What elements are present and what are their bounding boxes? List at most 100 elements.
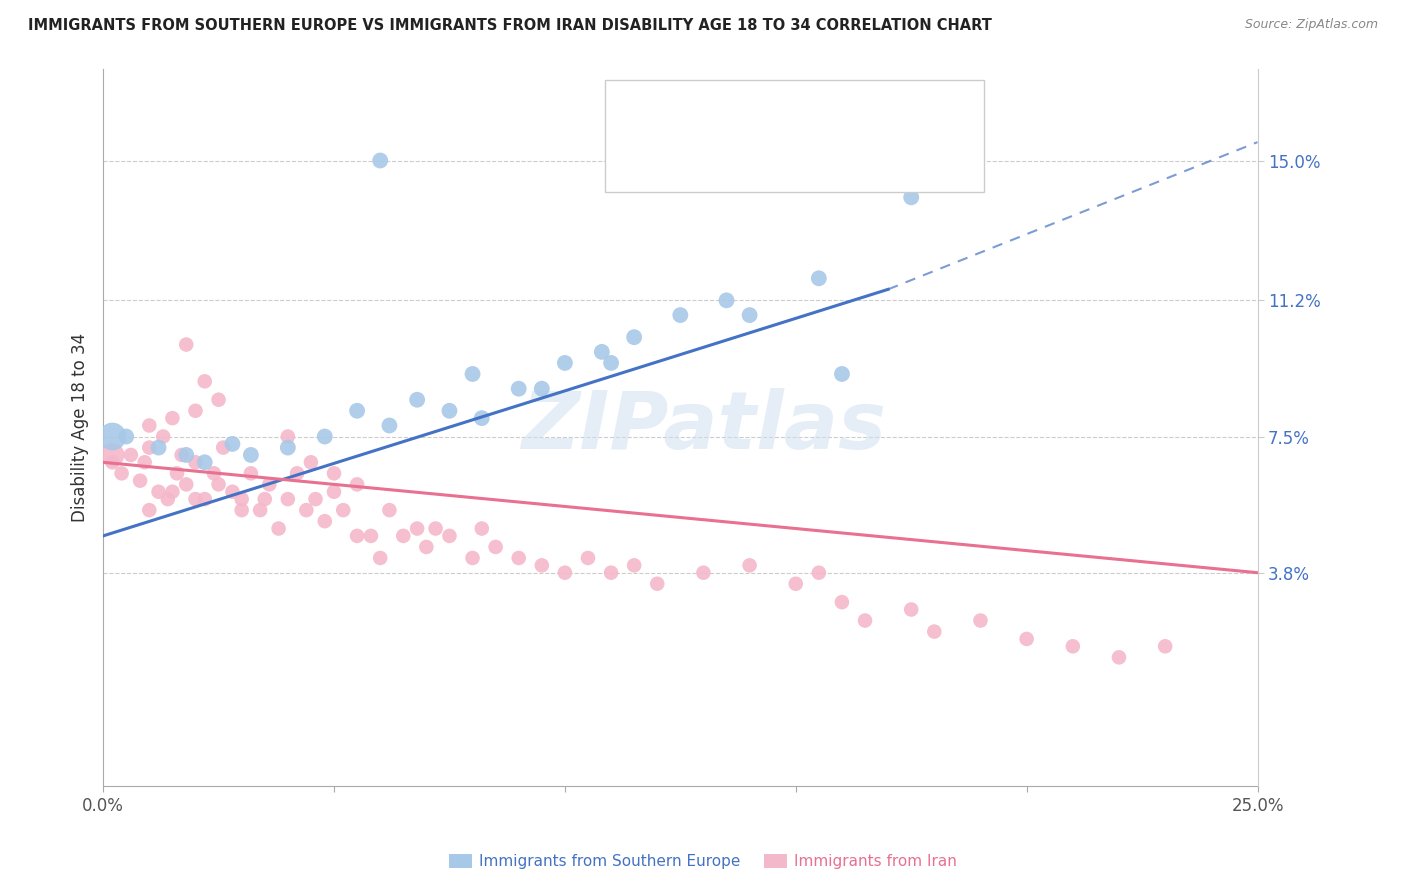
- Point: [471, 411, 494, 425]
- Point: [314, 514, 336, 528]
- Point: [277, 429, 299, 443]
- Point: [900, 190, 922, 204]
- Point: [134, 455, 156, 469]
- Point: [924, 624, 946, 639]
- Text: N = 27: N = 27: [837, 103, 898, 121]
- Point: [807, 271, 830, 285]
- Point: [212, 441, 235, 455]
- Point: [392, 529, 415, 543]
- Point: [194, 375, 217, 389]
- Point: [576, 551, 599, 566]
- Point: [471, 522, 494, 536]
- Point: [360, 529, 382, 543]
- Point: [221, 484, 243, 499]
- Point: [692, 566, 714, 580]
- Point: [530, 382, 553, 396]
- Point: [406, 522, 429, 536]
- Point: [174, 477, 197, 491]
- Point: [202, 467, 225, 481]
- Point: [129, 474, 152, 488]
- Point: [120, 448, 142, 462]
- Point: [439, 529, 461, 543]
- Point: [304, 492, 326, 507]
- Point: [239, 448, 262, 462]
- Point: [138, 418, 160, 433]
- Text: N = 78: N = 78: [837, 147, 898, 165]
- Point: [152, 429, 174, 443]
- Point: [115, 429, 138, 443]
- Point: [1108, 650, 1130, 665]
- Point: [314, 429, 336, 443]
- Point: [239, 467, 262, 481]
- Text: R =: R =: [671, 103, 702, 121]
- Point: [162, 484, 184, 499]
- Point: [900, 602, 922, 616]
- Point: [600, 356, 623, 370]
- Point: [170, 448, 193, 462]
- Point: [231, 492, 253, 507]
- Point: [267, 522, 290, 536]
- Point: [101, 429, 124, 443]
- Point: [368, 153, 391, 168]
- Point: [184, 492, 207, 507]
- Point: [207, 392, 229, 407]
- Point: [378, 418, 401, 433]
- Point: [831, 595, 853, 609]
- Point: [554, 566, 576, 580]
- Point: [277, 441, 299, 455]
- Point: [162, 411, 184, 425]
- Point: [485, 540, 508, 554]
- Point: [623, 330, 645, 344]
- Point: [138, 503, 160, 517]
- Point: [378, 503, 401, 517]
- Point: [231, 503, 253, 517]
- Point: [166, 467, 188, 481]
- Point: [253, 492, 276, 507]
- Point: [332, 503, 354, 517]
- Point: [969, 614, 991, 628]
- Point: [785, 576, 807, 591]
- Point: [346, 529, 368, 543]
- Text: R =: R =: [671, 147, 702, 165]
- Point: [591, 344, 613, 359]
- Point: [148, 484, 170, 499]
- Point: [831, 367, 853, 381]
- Point: [1015, 632, 1038, 646]
- Point: [277, 492, 299, 507]
- Point: [184, 404, 207, 418]
- Point: [645, 576, 668, 591]
- Point: [346, 404, 368, 418]
- Bar: [627, 138, 662, 175]
- Text: 0.541: 0.541: [724, 103, 778, 121]
- Point: [716, 293, 738, 308]
- Point: [600, 566, 623, 580]
- Point: [249, 503, 271, 517]
- Point: [194, 492, 217, 507]
- Point: [439, 404, 461, 418]
- Text: IMMIGRANTS FROM SOUTHERN EUROPE VS IMMIGRANTS FROM IRAN DISABILITY AGE 18 TO 34 : IMMIGRANTS FROM SOUTHERN EUROPE VS IMMIG…: [28, 18, 993, 33]
- Point: [207, 477, 229, 491]
- Point: [101, 448, 124, 462]
- Point: [148, 441, 170, 455]
- Point: [174, 448, 197, 462]
- Point: [101, 455, 124, 469]
- Point: [221, 437, 243, 451]
- Point: [156, 492, 179, 507]
- Point: [738, 308, 761, 322]
- Point: [530, 558, 553, 573]
- Text: -0.270: -0.270: [724, 147, 785, 165]
- Point: [853, 614, 876, 628]
- Legend: Immigrants from Southern Europe, Immigrants from Iran: Immigrants from Southern Europe, Immigra…: [443, 848, 963, 875]
- Bar: [627, 94, 662, 130]
- Text: Source: ZipAtlas.com: Source: ZipAtlas.com: [1244, 18, 1378, 31]
- Point: [1154, 640, 1177, 654]
- Point: [138, 441, 160, 455]
- Point: [194, 455, 217, 469]
- Point: [323, 467, 346, 481]
- Point: [299, 455, 322, 469]
- Point: [406, 392, 429, 407]
- Point: [174, 337, 197, 351]
- Point: [368, 551, 391, 566]
- Point: [285, 467, 308, 481]
- Y-axis label: Disability Age 18 to 34: Disability Age 18 to 34: [72, 333, 89, 522]
